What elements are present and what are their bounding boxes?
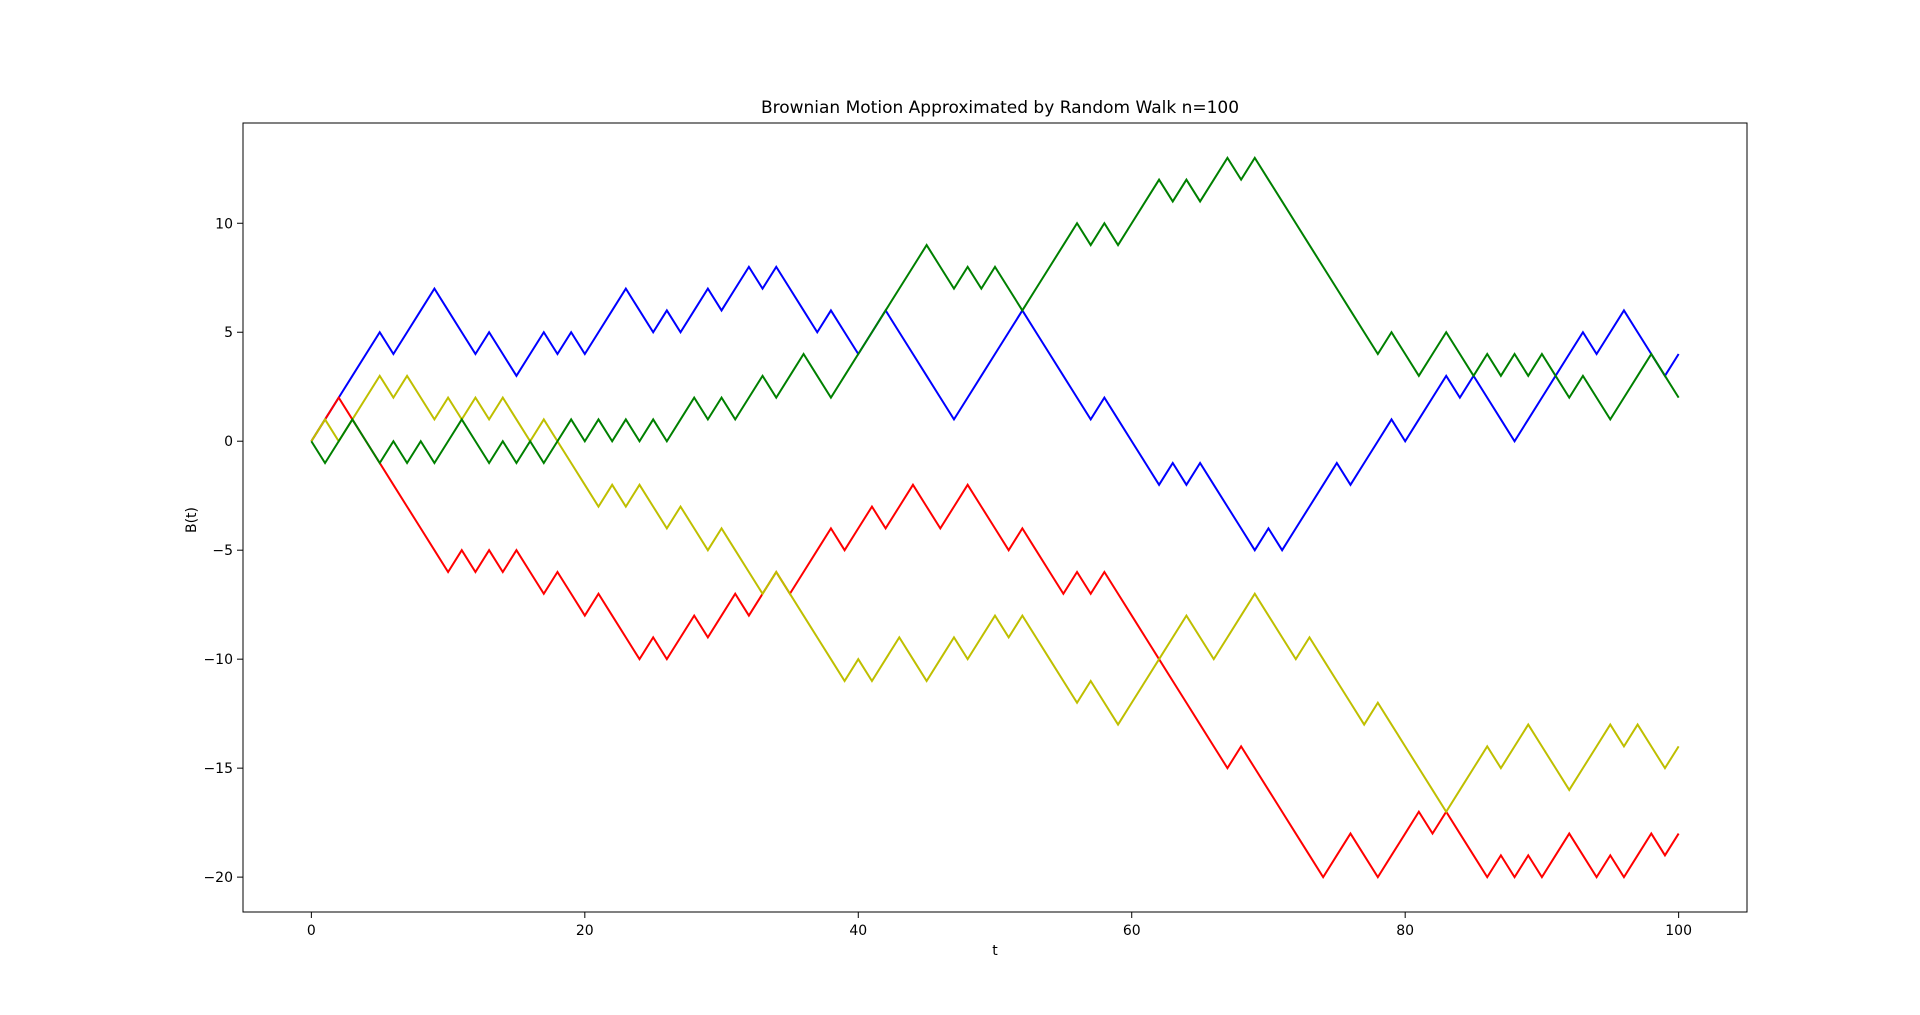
x-tick-label: 80 <box>1396 923 1414 939</box>
chart-title: Brownian Motion Approximated by Random W… <box>761 98 1239 118</box>
x-axis-label: t <box>992 943 998 959</box>
series-line-4 <box>310 155 1680 465</box>
y-tick-label: −5 <box>212 543 233 559</box>
series-line-1 <box>310 264 1680 553</box>
x-tick-label: 100 <box>1665 923 1692 939</box>
y-tick-label: 10 <box>215 216 233 232</box>
x-axis: 0 20 40 60 80 100 <box>307 912 1692 939</box>
y-tick-label: −20 <box>203 870 233 886</box>
axes-frame <box>242 122 1748 913</box>
y-tick-label: −10 <box>203 652 233 668</box>
x-tick-label: 40 <box>849 923 867 939</box>
x-tick-label: 20 <box>576 923 594 939</box>
series-line-2 <box>310 395 1680 880</box>
y-tick-label: 5 <box>224 325 233 341</box>
y-axis-label: B(t) <box>184 507 200 533</box>
series-layer <box>310 155 1680 880</box>
y-tick-label: −15 <box>203 761 233 777</box>
x-tick-label: 0 <box>307 923 316 939</box>
x-tick-label: 60 <box>1123 923 1141 939</box>
y-axis: 10 5 0 −5 −10 −15 −20 <box>203 216 243 886</box>
series-line-3 <box>310 373 1680 814</box>
plot-area <box>242 122 1748 913</box>
y-tick-label: 0 <box>224 434 233 450</box>
